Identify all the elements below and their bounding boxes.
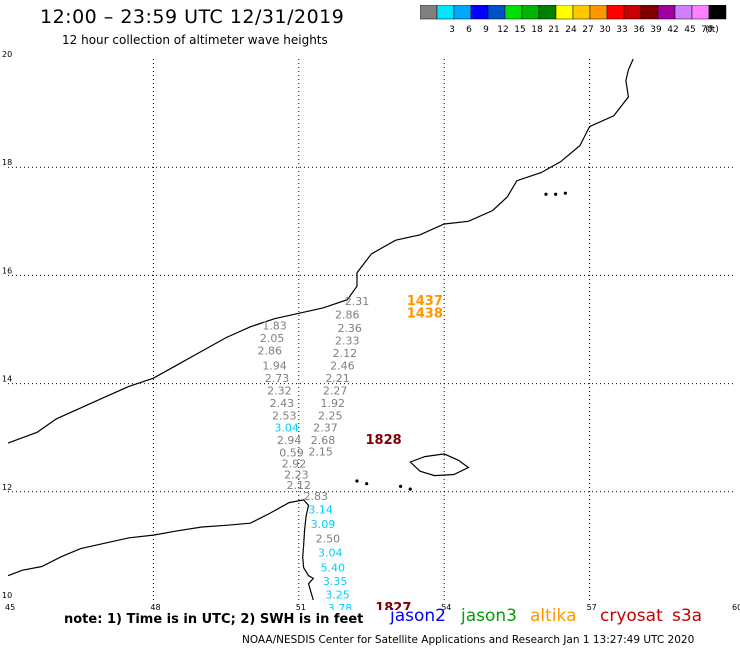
wave-height-label: 2.94 bbox=[277, 434, 302, 447]
wave-height-label: 2.12 bbox=[287, 479, 312, 492]
color-tick-label: 18 bbox=[531, 25, 543, 35]
color-tick-label: 15 bbox=[514, 25, 525, 35]
color-swatch bbox=[708, 5, 727, 20]
color-tick-label: 24 bbox=[565, 25, 577, 35]
islet bbox=[398, 484, 403, 488]
legend-jason2: jason2 bbox=[390, 606, 446, 626]
color-unit-label: (ft) bbox=[705, 25, 719, 35]
somalia-coastline bbox=[7, 499, 315, 601]
legend-cryosat: cryosat bbox=[600, 606, 663, 626]
color-tick-label: 12 bbox=[497, 25, 508, 35]
wave-height-label: 3.78 bbox=[328, 602, 353, 610]
color-tick-label: 45 bbox=[684, 25, 695, 35]
wave-height-label: 2.21 bbox=[325, 372, 350, 385]
lat-tick-label: 16 bbox=[2, 266, 12, 275]
wave-height-label: 3.35 bbox=[323, 575, 348, 588]
legend-jason3: jason3 bbox=[461, 606, 517, 626]
wave-height-label: 2.73 bbox=[265, 372, 290, 385]
lon-tick-label: 57 bbox=[587, 603, 597, 610]
map-title: 12:00 – 23:59 UTC 12/31/2019 bbox=[40, 6, 345, 28]
islet bbox=[544, 192, 548, 196]
wave-height-label: 2.25 bbox=[318, 409, 343, 422]
wave-height-map: 45 48 51 54 57 601012141618202.312.862.362.33… bbox=[2, 50, 740, 610]
pass-time-label: 1437 bbox=[407, 294, 443, 309]
color-tick-label: 70 bbox=[701, 25, 713, 35]
wave-height-label: 2.12 bbox=[333, 347, 358, 360]
lon-tick-label: 60 bbox=[732, 603, 740, 610]
credit-line: NOAA/NESDIS Center for Satellite Applica… bbox=[242, 634, 695, 646]
color-tick-label: 27 bbox=[582, 25, 593, 35]
color-scale-legend: 3 6 9 12 15 18 21 24 27 30 33 36 39 42 45 70(ft) bbox=[420, 5, 727, 35]
wave-height-label: 2.27 bbox=[323, 384, 348, 397]
color-tick-label: 21 bbox=[548, 25, 559, 35]
wave-height-label: 2.32 bbox=[267, 384, 292, 397]
arabian-coastline bbox=[7, 58, 634, 444]
map-subtitle: 12 hour collection of altimeter wave hei… bbox=[62, 33, 328, 47]
wave-height-label: 2.83 bbox=[304, 490, 329, 503]
islet bbox=[365, 482, 369, 486]
wave-height-label: 2.50 bbox=[316, 533, 341, 546]
wave-height-label: 2.15 bbox=[308, 446, 333, 459]
wave-height-label: 2.86 bbox=[335, 309, 360, 322]
wave-height-label: 0.59 bbox=[279, 447, 304, 460]
wave-height-label: 2.53 bbox=[272, 409, 297, 422]
lat-tick-label: 10 bbox=[2, 591, 12, 600]
color-tick-label: 42 bbox=[667, 25, 678, 35]
wave-height-label: 3.04 bbox=[318, 547, 343, 560]
pass-time-label: 1828 bbox=[366, 433, 402, 448]
wave-height-label: 2.46 bbox=[330, 360, 355, 373]
color-tick-label: 39 bbox=[650, 25, 662, 35]
wave-height-label: 3.14 bbox=[308, 503, 333, 516]
wave-height-label: 2.68 bbox=[311, 434, 336, 447]
color-tick-label: 30 bbox=[599, 25, 611, 35]
wave-height-label: 2.37 bbox=[313, 422, 338, 435]
pass-time-label: 1438 bbox=[407, 307, 443, 322]
wave-height-label: 2.31 bbox=[345, 295, 370, 308]
lat-tick-label: 12 bbox=[2, 483, 12, 492]
wave-height-label: 2.23 bbox=[284, 468, 309, 481]
footer-note: note: 1) Time is in UTC; 2) SWH is in fe… bbox=[64, 612, 364, 627]
wave-height-label: 2.33 bbox=[335, 335, 360, 348]
wave-height-label: 3.25 bbox=[325, 588, 350, 601]
color-tick-label: 33 bbox=[616, 25, 627, 35]
lat-tick-label: 18 bbox=[2, 158, 12, 167]
pass-time-label: 1827 bbox=[375, 601, 411, 610]
islet bbox=[554, 192, 558, 196]
lat-tick-label: 20 bbox=[2, 50, 12, 59]
lon-tick-label: 48 bbox=[150, 603, 160, 610]
wave-height-label: 3.09 bbox=[311, 518, 336, 531]
wave-height-label: 2.36 bbox=[337, 322, 362, 335]
wave-height-label: 2.43 bbox=[270, 397, 295, 410]
legend-altika: altika bbox=[530, 606, 577, 626]
color-tick-label: 36 bbox=[633, 25, 645, 35]
wave-height-label: 1.83 bbox=[262, 320, 287, 333]
islet bbox=[355, 479, 359, 483]
lat-tick-label: 14 bbox=[2, 375, 12, 384]
wave-height-label: 1.94 bbox=[262, 360, 287, 373]
color-tick-label: 6 bbox=[466, 25, 472, 35]
socotra-island bbox=[409, 453, 470, 477]
color-tick-label: 9 bbox=[483, 25, 489, 35]
legend-s3a: s3a bbox=[672, 606, 703, 626]
islet bbox=[563, 191, 567, 195]
wave-height-label: 1.92 bbox=[320, 397, 345, 410]
islet bbox=[408, 487, 412, 491]
wave-height-label: 2.86 bbox=[257, 344, 282, 357]
color-tick-label: 3 bbox=[449, 25, 455, 35]
wave-height-label: 2.05 bbox=[260, 332, 285, 345]
wave-height-label: 2.92 bbox=[282, 457, 307, 470]
lon-tick-label: 45 bbox=[5, 603, 15, 610]
lon-tick-label: 54 bbox=[441, 603, 451, 610]
wave-height-label: 5.40 bbox=[320, 561, 345, 574]
wave-height-label: 3.04 bbox=[274, 422, 299, 435]
lon-tick-label: 51 bbox=[296, 603, 306, 610]
